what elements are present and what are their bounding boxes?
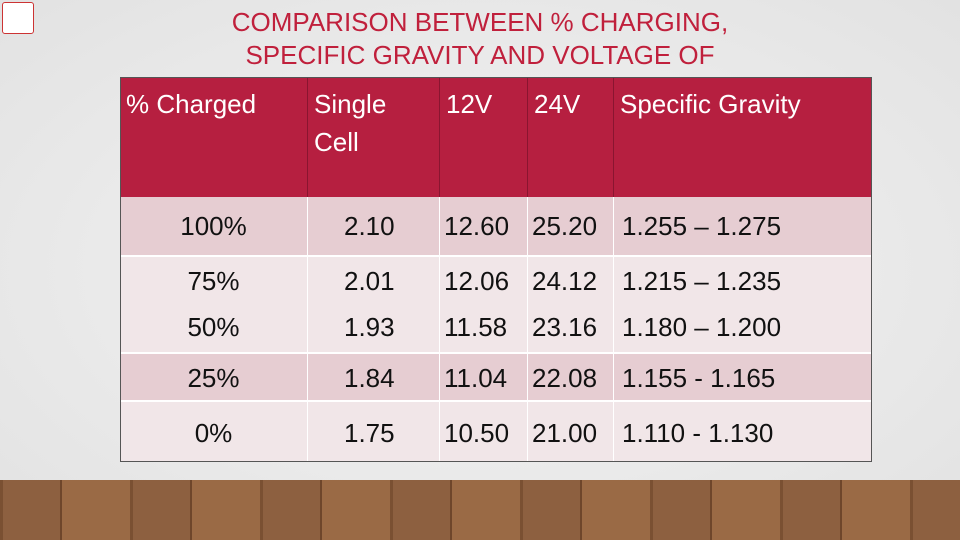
table-cell: 1.93 (308, 303, 440, 352)
table-cell: 1.84 (308, 352, 440, 400)
table-cell: 1.255 – 1.275 (614, 197, 872, 255)
table-cell: 100% (120, 197, 308, 255)
table-cell: 11.04 (440, 352, 528, 400)
table-cell: 10.50 (440, 400, 528, 462)
title-line: COMPARISON BETWEEN % CHARGING, (231, 7, 729, 37)
table-cell: 75% (120, 255, 308, 303)
table-cell: 24.12 (528, 255, 614, 303)
table-cell: 1.215 – 1.235 (614, 255, 872, 303)
table-cell: 50% (120, 303, 308, 352)
table-cell: 12.60 (440, 197, 528, 255)
table-cell: 1.110 - 1.130 (614, 400, 872, 462)
table-cell: 0% (120, 400, 308, 462)
table-cell: 25% (120, 352, 308, 400)
header-cell: 24V (528, 77, 614, 197)
logo (2, 2, 34, 34)
title-line: SPECIFIC GRAVITY AND VOLTAGE OF (245, 40, 715, 70)
header-cell: % Charged (120, 77, 308, 197)
header-cell: 12V (440, 77, 528, 197)
table-cell: 2.01 (308, 255, 440, 303)
table-cell: 21.00 (528, 400, 614, 462)
header-cell: Specific Gravity (614, 77, 872, 197)
table-cell: 22.08 (528, 352, 614, 400)
table-cell: 12.06 (440, 255, 528, 303)
table-cell: 25.20 (528, 197, 614, 255)
table-cell: 23.16 (528, 303, 614, 352)
table (120, 77, 872, 462)
table-cell: 2.10 (308, 197, 440, 255)
table-cell: 1.75 (308, 400, 440, 462)
table-cell: 1.155 - 1.165 (614, 352, 872, 400)
header-cell: Single Cell (308, 77, 440, 197)
table-cell: 11.58 (440, 303, 528, 352)
floor (0, 480, 960, 540)
